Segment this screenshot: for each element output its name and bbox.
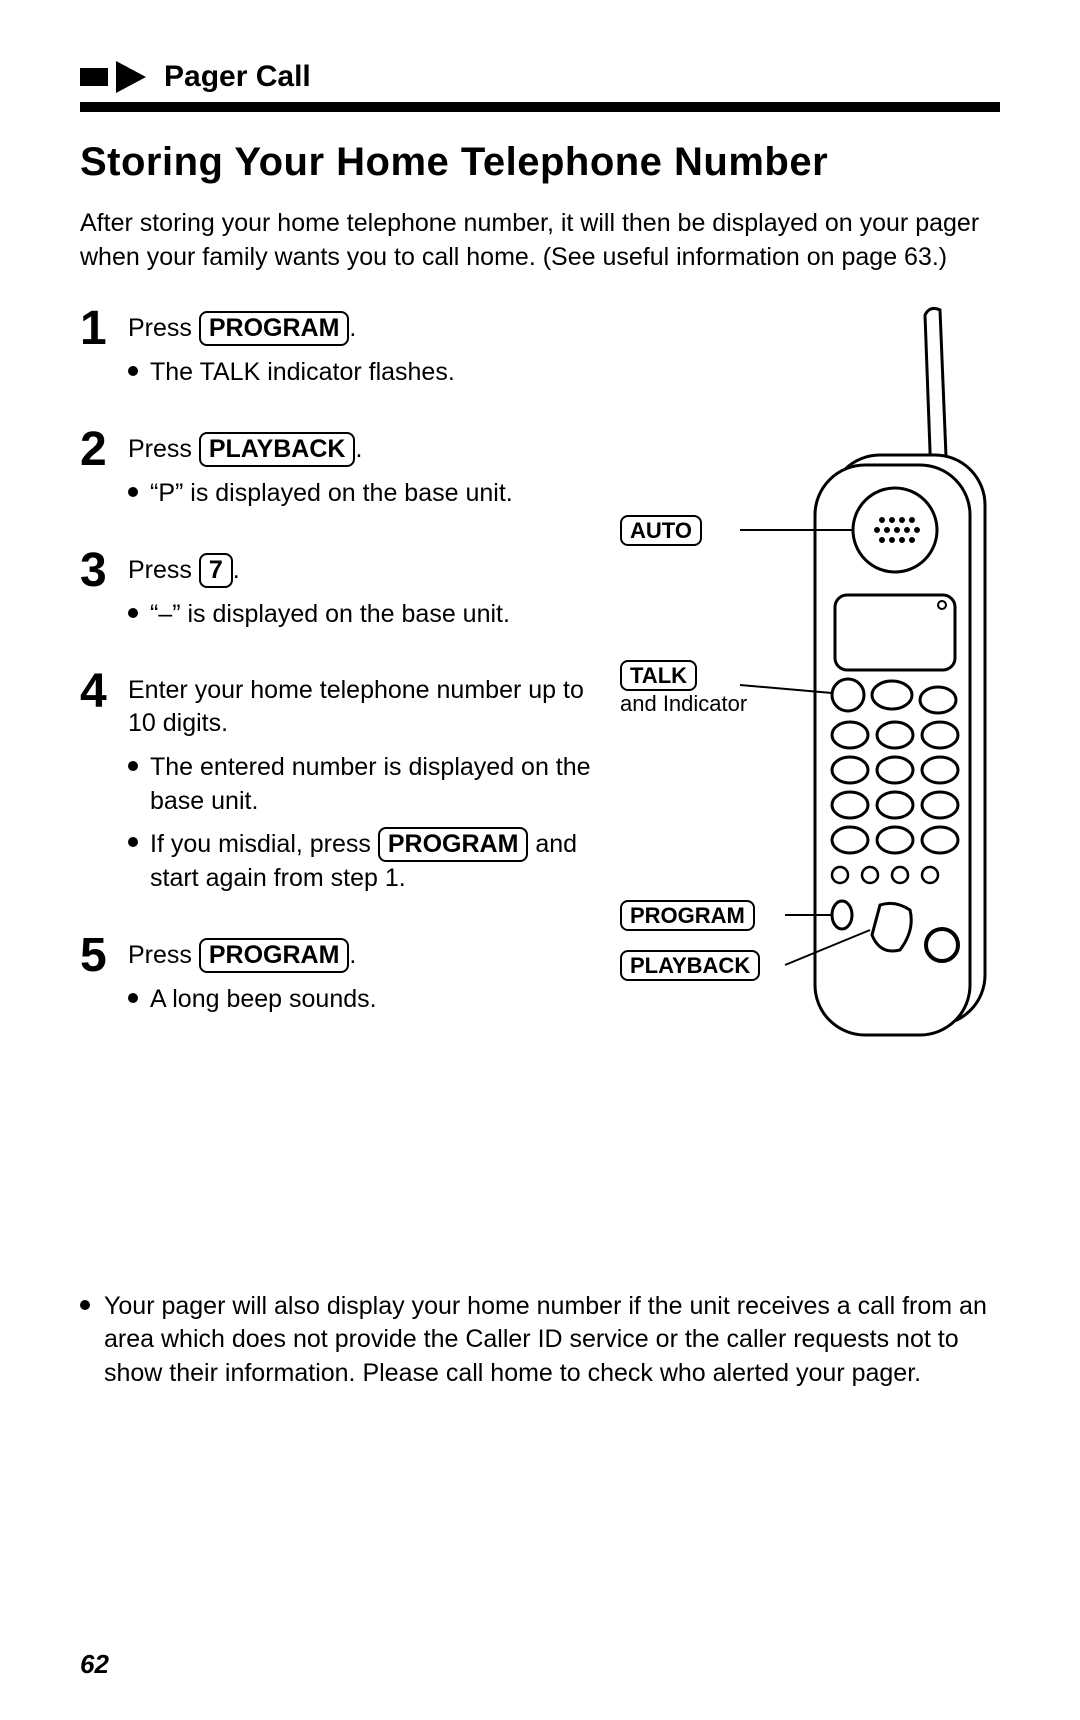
step-body: Press 7. “–” is displayed on the base uni… [128, 547, 510, 640]
step: 5Press PROGRAM. A long beep sounds. [80, 932, 610, 1025]
step-bullets: “–” is displayed on the base unit. [128, 598, 510, 632]
step-number: 1 [80, 305, 128, 398]
step: 1Press PROGRAM. The TALK indicator flashe… [80, 305, 610, 398]
main-content: 1Press PROGRAM.The TALK indicator flashe… [80, 305, 1000, 1070]
step: 4Enter your home telephone number up to … [80, 668, 610, 904]
step-bullets: The entered number is displayed on the b… [128, 751, 610, 896]
steps-column: 1Press PROGRAM.The TALK indicator flashe… [80, 305, 620, 1053]
talk-key-label: TALK [620, 660, 697, 692]
step-instruction: Press PROGRAM. [128, 311, 455, 346]
step-number: 2 [80, 426, 128, 519]
playback-key-label: PLAYBACK [620, 950, 760, 982]
label-talk: TALK and Indicator [620, 660, 747, 718]
key-label: PLAYBACK [199, 432, 356, 467]
label-auto: AUTO [620, 515, 702, 547]
handset-diagram: AUTO TALK and Indicator PROGRAM PLAYBACK [620, 305, 1000, 1070]
step-instruction: Enter your home telephone number up to 1… [128, 674, 610, 742]
step-bullet: “P” is displayed on the base unit. [128, 477, 513, 511]
step-body: Press PLAYBACK. “P” is displayed on the b… [128, 426, 513, 519]
step-body: Enter your home telephone number up to 1… [128, 668, 610, 904]
key-label: PROGRAM [199, 311, 350, 346]
step-bullets: The TALK indicator flashes. [128, 356, 455, 390]
header-rule [80, 102, 1000, 112]
step-body: Press PROGRAM. A long beep sounds. [128, 932, 377, 1025]
talk-sub-label: and Indicator [620, 691, 747, 716]
step: 2Press PLAYBACK. “P” is displayed on the … [80, 426, 610, 519]
step-bullet: If you misdial, press PROGRAM and start … [128, 827, 610, 896]
section-label: Pager Call [164, 60, 311, 94]
arrow-icon [80, 61, 146, 93]
step-number: 3 [80, 547, 128, 640]
step-number: 5 [80, 932, 128, 1025]
page-title: Storing Your Home Telephone Number [80, 140, 1000, 185]
key-label: PROGRAM [378, 827, 529, 862]
step-bullet: The entered number is displayed on the b… [128, 751, 610, 819]
label-playback: PLAYBACK [620, 950, 760, 982]
manual-page: Pager Call Storing Your Home Telephone N… [0, 0, 1080, 1720]
label-program: PROGRAM [620, 900, 755, 932]
intro-paragraph: After storing your home telephone number… [80, 207, 1000, 275]
step-bullets: A long beep sounds. [128, 983, 377, 1017]
step-instruction: Press PLAYBACK. [128, 432, 513, 467]
auto-key-label: AUTO [620, 515, 702, 547]
step-number: 4 [80, 668, 128, 904]
step-bullet: The TALK indicator flashes. [128, 356, 455, 390]
step-bullet: A long beep sounds. [128, 983, 377, 1017]
page-number: 62 [80, 1649, 109, 1680]
step: 3Press 7. “–” is displayed on the base un… [80, 547, 610, 640]
key-label: 7 [199, 553, 233, 588]
program-key-label: PROGRAM [620, 900, 755, 932]
step-instruction: Press 7. [128, 553, 510, 588]
step-bullet: “–” is displayed on the base unit. [128, 598, 510, 632]
footer-note-text: Your pager will also display your home n… [80, 1290, 1000, 1391]
key-label: PROGRAM [199, 938, 350, 973]
section-header: Pager Call [80, 60, 1000, 94]
step-body: Press PROGRAM. The TALK indicator flashes… [128, 305, 455, 398]
footer-note: Your pager will also display your home n… [80, 1290, 1000, 1391]
step-instruction: Press PROGRAM. [128, 938, 377, 973]
step-bullets: “P” is displayed on the base unit. [128, 477, 513, 511]
